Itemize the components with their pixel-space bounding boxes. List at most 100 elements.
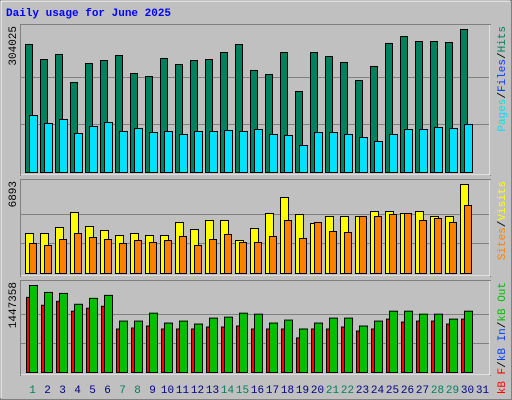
legend-entry: kB F	[497, 368, 509, 394]
bar	[389, 133, 398, 173]
x-tick-label: 3	[59, 385, 66, 397]
bar	[74, 232, 82, 274]
y-max-label: 304025	[8, 26, 20, 66]
bar	[419, 219, 427, 274]
bar	[134, 239, 142, 274]
bar	[164, 239, 172, 274]
bar	[449, 221, 457, 274]
x-tick-label: 6	[104, 385, 111, 397]
bar	[434, 313, 443, 373]
legend-entry: Visits	[497, 181, 509, 221]
legend-entry: kB In	[497, 328, 509, 361]
legend-entry: Hits	[497, 26, 509, 52]
x-tick-label: 1	[29, 385, 36, 397]
bar	[329, 230, 337, 274]
bar	[104, 294, 113, 374]
bar	[434, 126, 443, 173]
bar	[389, 213, 397, 274]
bar	[74, 303, 83, 374]
bar	[149, 241, 157, 274]
bar	[329, 317, 338, 374]
bar	[29, 114, 38, 173]
bar	[104, 122, 113, 173]
bar	[134, 320, 143, 373]
bar	[59, 118, 68, 174]
x-tick-label: 19	[296, 385, 309, 397]
bar	[209, 130, 218, 174]
bar	[254, 129, 263, 174]
bar	[404, 310, 413, 374]
bar	[254, 241, 262, 274]
legend-entry: kB Out	[497, 282, 509, 322]
x-tick-label: 30	[461, 385, 474, 397]
bar	[224, 233, 232, 275]
bar	[419, 129, 428, 174]
bar	[89, 237, 97, 274]
x-tick-label: 21	[326, 385, 340, 397]
bar	[209, 239, 217, 275]
x-tick-label: 24	[371, 385, 385, 397]
bar	[359, 215, 367, 275]
bar	[464, 204, 472, 274]
bar	[74, 133, 83, 173]
bar	[389, 310, 398, 374]
bar	[344, 317, 353, 374]
x-tick-label: 28	[431, 385, 444, 397]
bar	[194, 244, 202, 274]
bar	[209, 317, 218, 374]
x-tick-label: 10	[161, 385, 174, 397]
legend: Sites/Visits	[497, 181, 509, 260]
bar	[29, 242, 37, 275]
bar	[284, 219, 292, 274]
x-tick-label: 23	[356, 385, 369, 397]
bar	[359, 137, 368, 173]
x-tick-label: 9	[149, 385, 156, 397]
bar	[119, 242, 127, 275]
x-tick-label: 27	[416, 385, 429, 397]
x-tick-label: 8	[134, 385, 141, 397]
bar	[284, 134, 293, 173]
bar	[344, 231, 352, 274]
x-tick-label: 25	[386, 385, 399, 397]
bar	[179, 235, 187, 274]
x-tick-label: 18	[281, 385, 294, 397]
legend: kB F/kB In/kB Out	[497, 282, 509, 394]
x-tick-label: 14	[221, 385, 235, 397]
bar	[119, 320, 128, 373]
bar	[89, 297, 98, 373]
x-tick-label: 13	[206, 385, 219, 397]
bar	[149, 312, 158, 374]
x-tick-label: 5	[89, 385, 96, 397]
bar	[299, 237, 307, 275]
legend-separator: /	[497, 52, 509, 59]
chart-title: Daily usage for June 2025	[6, 8, 171, 20]
bar	[374, 141, 383, 174]
x-tick-label: 20	[311, 385, 324, 397]
bar	[89, 125, 98, 173]
bar	[419, 313, 428, 373]
bar	[314, 221, 322, 274]
bar	[224, 129, 233, 174]
bar	[284, 319, 293, 374]
bar	[194, 130, 203, 174]
x-tick-label: 15	[236, 385, 249, 397]
legend-entry: Files	[497, 59, 509, 92]
bar	[314, 132, 323, 173]
bar	[44, 122, 53, 173]
bar	[59, 239, 67, 275]
x-tick-label: 31	[476, 385, 490, 397]
x-tick-label: 4	[74, 385, 81, 397]
x-tick-label: 22	[341, 385, 354, 397]
bar	[329, 132, 338, 173]
bar	[119, 130, 128, 174]
legend-separator: /	[497, 221, 509, 228]
bar	[59, 292, 68, 374]
bar	[374, 215, 382, 275]
bar	[449, 318, 458, 373]
bar	[269, 235, 277, 274]
bar	[269, 133, 278, 173]
y-max-label: 1447358	[8, 282, 20, 328]
bar	[134, 128, 143, 174]
bar	[179, 133, 188, 173]
